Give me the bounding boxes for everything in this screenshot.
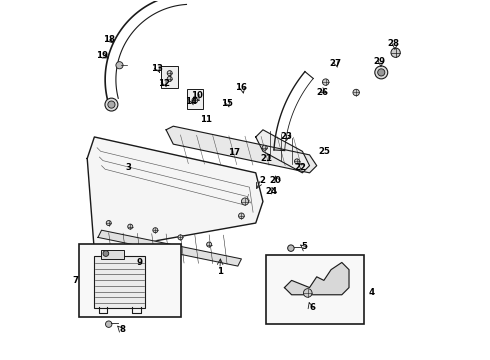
FancyBboxPatch shape — [101, 249, 124, 259]
Circle shape — [192, 98, 197, 103]
Text: 13: 13 — [151, 64, 163, 73]
Text: 4: 4 — [368, 288, 375, 297]
Circle shape — [207, 242, 212, 247]
Circle shape — [105, 321, 112, 327]
Text: 25: 25 — [318, 147, 330, 156]
Text: 10: 10 — [191, 91, 202, 100]
Circle shape — [322, 79, 329, 85]
Circle shape — [167, 76, 172, 81]
FancyBboxPatch shape — [94, 256, 146, 308]
Text: 24: 24 — [266, 187, 278, 196]
Polygon shape — [98, 230, 242, 266]
Circle shape — [103, 251, 109, 256]
Polygon shape — [87, 137, 263, 252]
Text: 28: 28 — [388, 39, 400, 48]
Circle shape — [303, 289, 312, 297]
Text: 5: 5 — [302, 242, 308, 251]
Text: 6: 6 — [310, 303, 316, 312]
Circle shape — [239, 213, 245, 219]
Text: 11: 11 — [199, 115, 212, 124]
Circle shape — [375, 66, 388, 79]
Circle shape — [153, 228, 158, 233]
Polygon shape — [285, 262, 349, 295]
Circle shape — [391, 48, 400, 57]
FancyBboxPatch shape — [266, 255, 364, 324]
Text: 3: 3 — [125, 163, 131, 172]
Text: 29: 29 — [374, 57, 386, 66]
Text: 21: 21 — [261, 154, 272, 163]
Circle shape — [116, 62, 123, 69]
Text: 15: 15 — [221, 99, 233, 108]
Text: 23: 23 — [280, 132, 292, 141]
Text: 9: 9 — [136, 258, 142, 267]
Circle shape — [178, 235, 183, 240]
FancyBboxPatch shape — [187, 89, 203, 109]
Text: 14: 14 — [185, 96, 197, 105]
Text: 20: 20 — [270, 176, 281, 185]
Circle shape — [128, 224, 133, 229]
FancyBboxPatch shape — [161, 66, 178, 88]
Text: 27: 27 — [329, 59, 342, 68]
Circle shape — [167, 71, 172, 76]
Circle shape — [294, 159, 299, 164]
Circle shape — [353, 89, 359, 96]
Text: 17: 17 — [228, 148, 240, 157]
Text: 19: 19 — [96, 51, 108, 60]
Text: 18: 18 — [103, 35, 115, 44]
Circle shape — [106, 221, 111, 226]
Text: 12: 12 — [158, 79, 170, 88]
Circle shape — [262, 145, 267, 150]
Text: 26: 26 — [316, 87, 328, 96]
Circle shape — [378, 69, 385, 76]
Circle shape — [105, 98, 118, 111]
FancyBboxPatch shape — [79, 244, 181, 317]
Text: 7: 7 — [72, 276, 78, 285]
Polygon shape — [256, 130, 310, 173]
Polygon shape — [166, 126, 317, 173]
Text: 2: 2 — [259, 176, 266, 185]
Text: 1: 1 — [217, 267, 223, 276]
Text: 22: 22 — [294, 163, 307, 172]
Text: 16: 16 — [235, 83, 247, 92]
Circle shape — [108, 101, 115, 108]
Text: 8: 8 — [120, 325, 125, 334]
Circle shape — [288, 245, 294, 251]
Circle shape — [242, 198, 248, 205]
